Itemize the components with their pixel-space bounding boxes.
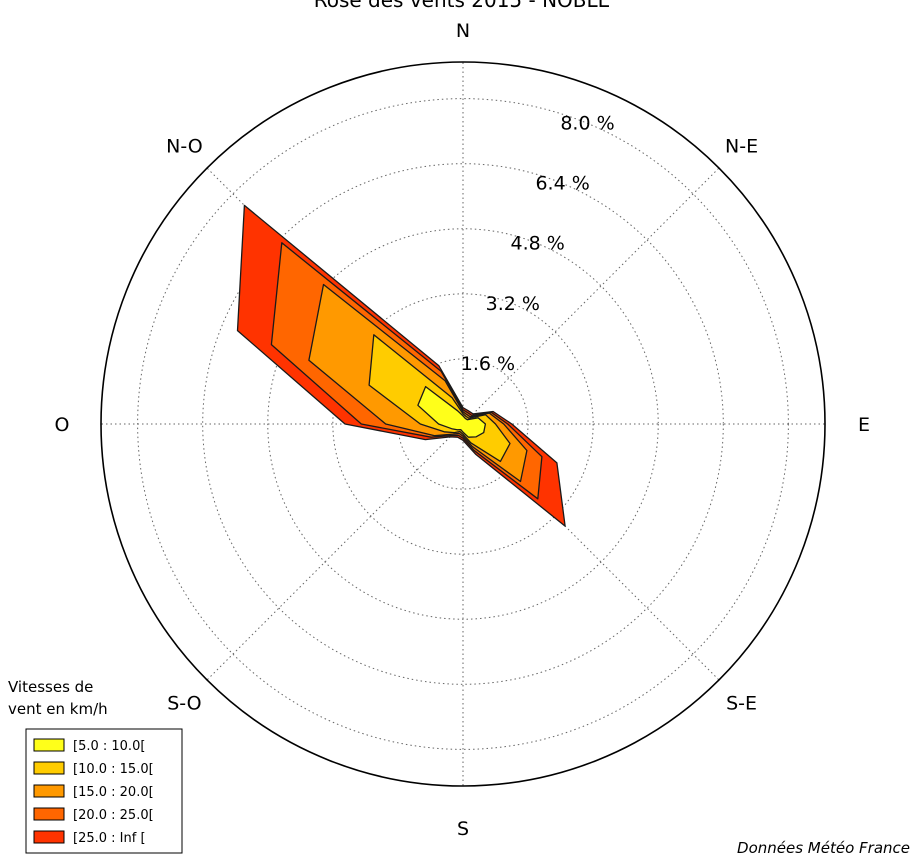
- ring-label-3: 4.8 %: [511, 233, 565, 255]
- ring-label-5: 8.0 %: [560, 112, 614, 134]
- series-area-1: [417, 385, 487, 438]
- chart-title: Rose des vents 2015 - NOBLE: [314, 0, 611, 12]
- direction-label-n-e: N-E: [725, 135, 758, 157]
- direction-label-s-o: S-O: [167, 693, 201, 715]
- grid-ring-3: [267, 228, 659, 620]
- legend-swatch-1: [33, 738, 65, 752]
- legend-label-5: [25.0 : Inf [: [73, 831, 146, 846]
- direction-labels: N N-E E S-E S S-O O N-O: [55, 20, 870, 840]
- grid-ring-1: [397, 358, 529, 490]
- ring-labels: 1.6 % 3.2 % 4.8 % 6.4 % 8.0 %: [461, 112, 615, 375]
- legend-swatch-5: [33, 830, 65, 844]
- grid-ring-2: [332, 293, 594, 555]
- grid-spoke-S-O: [206, 423, 464, 681]
- legend-label-3: [15.0 : 20.0[: [73, 785, 154, 800]
- direction-label-s: S: [457, 818, 469, 840]
- legend-label-1: [5.0 : 10.0[: [73, 739, 145, 754]
- legend: Vitesses de vent en km/h [5.0 : 10.0[ [10…: [8, 678, 183, 854]
- legend-swatch-4: [33, 807, 65, 821]
- source-credit: Données Météo France: [737, 839, 910, 857]
- ring-label-4: 6.4 %: [535, 173, 589, 195]
- legend-label-4: [20.0 : 25.0[: [73, 808, 154, 823]
- direction-label-s-e: S-E: [726, 693, 757, 715]
- wind-series-group: [236, 204, 566, 527]
- direction-label-n: N: [456, 20, 470, 42]
- direction-label-o: O: [55, 414, 70, 436]
- ring-label-1: 1.6 %: [461, 353, 515, 375]
- ring-label-2: 3.2 %: [486, 293, 540, 315]
- direction-label-e: E: [858, 414, 870, 436]
- legend-title-line-1: Vitesses de: [8, 678, 93, 696]
- legend-title-line-2: vent en km/h: [8, 700, 108, 718]
- polar-grid: [100, 61, 826, 787]
- legend-swatch-2: [33, 761, 65, 775]
- grid-spoke-S-E: [462, 423, 720, 681]
- grid-spoke-N-E: [462, 167, 720, 425]
- direction-label-n-o: N-O: [166, 135, 203, 157]
- legend-label-2: [10.0 : 15.0[: [73, 762, 154, 777]
- outer-ring: [100, 61, 826, 787]
- legend-swatch-3: [33, 784, 65, 798]
- grid-ring-4: [202, 163, 724, 685]
